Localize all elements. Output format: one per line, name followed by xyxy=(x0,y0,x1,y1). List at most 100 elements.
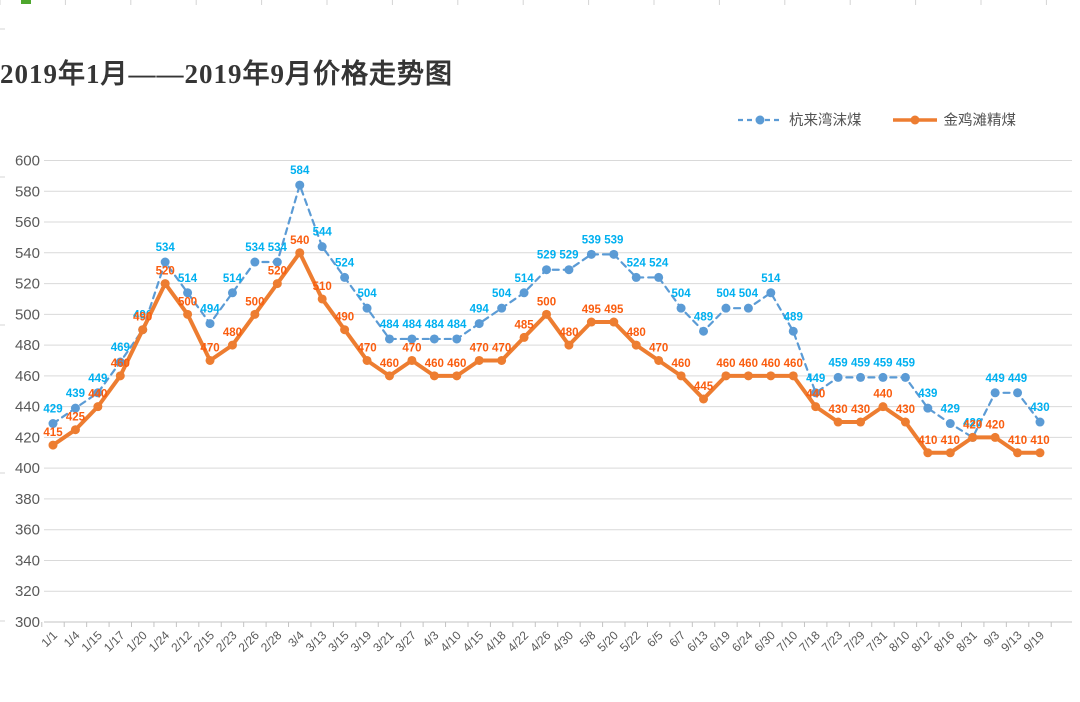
data-point-hanglaiwan[interactable] xyxy=(721,303,731,313)
data-point-hanglaiwan[interactable] xyxy=(497,303,507,313)
data-point-jinjitan[interactable] xyxy=(70,425,80,435)
data-point-hanglaiwan[interactable] xyxy=(699,326,709,336)
data-point-hanglaiwan[interactable] xyxy=(227,288,237,298)
data-point-hanglaiwan[interactable] xyxy=(340,272,350,282)
legend-item-hanglaiwan[interactable]: 杭来湾沫煤 xyxy=(737,109,862,130)
data-point-jinjitan[interactable] xyxy=(384,371,394,381)
data-point-hanglaiwan[interactable] xyxy=(878,372,888,382)
data-point-hanglaiwan[interactable] xyxy=(317,242,327,252)
data-point-hanglaiwan[interactable] xyxy=(519,288,529,298)
data-point-hanglaiwan[interactable] xyxy=(631,272,641,282)
data-point-jinjitan[interactable] xyxy=(699,394,709,404)
data-label-jinjitan: 470 xyxy=(470,342,489,354)
data-point-jinjitan[interactable] xyxy=(519,332,529,342)
data-point-hanglaiwan[interactable] xyxy=(48,419,58,429)
legend-item-jinjitan[interactable]: 金鸡滩精煤 xyxy=(892,109,1016,130)
data-point-hanglaiwan[interactable] xyxy=(609,249,619,259)
data-point-hanglaiwan[interactable] xyxy=(295,180,305,190)
data-point-hanglaiwan[interactable] xyxy=(811,388,821,398)
data-point-hanglaiwan[interactable] xyxy=(654,272,664,282)
data-point-jinjitan[interactable] xyxy=(833,417,843,427)
data-point-hanglaiwan[interactable] xyxy=(272,257,282,267)
data-point-hanglaiwan[interactable] xyxy=(70,403,80,413)
data-point-jinjitan[interactable] xyxy=(497,355,507,365)
data-label-hanglaiwan: 484 xyxy=(447,319,467,331)
data-point-jinjitan[interactable] xyxy=(676,371,686,381)
data-point-jinjitan[interactable] xyxy=(183,309,193,319)
data-point-hanglaiwan[interactable] xyxy=(183,288,193,298)
data-point-jinjitan[interactable] xyxy=(811,402,821,412)
data-point-jinjitan[interactable] xyxy=(272,279,282,289)
y-axis-tick-label: 320 xyxy=(15,583,40,600)
data-point-jinjitan[interactable] xyxy=(452,371,462,381)
data-point-jinjitan[interactable] xyxy=(743,371,753,381)
data-point-hanglaiwan[interactable] xyxy=(1013,388,1023,398)
data-point-jinjitan[interactable] xyxy=(542,309,551,319)
data-point-jinjitan[interactable] xyxy=(429,371,439,381)
data-point-jinjitan[interactable] xyxy=(340,325,350,335)
data-point-jinjitan[interactable] xyxy=(900,417,910,427)
data-point-hanglaiwan[interactable] xyxy=(474,319,484,329)
data-point-jinjitan[interactable] xyxy=(474,355,484,365)
data-point-jinjitan[interactable] xyxy=(227,340,237,350)
data-point-hanglaiwan[interactable] xyxy=(1035,417,1045,427)
data-point-jinjitan[interactable] xyxy=(48,440,58,450)
data-point-jinjitan[interactable] xyxy=(1035,448,1045,458)
x-axis-category-label: 7/29 xyxy=(841,628,868,655)
data-point-jinjitan[interactable] xyxy=(654,355,664,365)
data-label-jinjitan: 420 xyxy=(986,419,1005,431)
data-point-hanglaiwan[interactable] xyxy=(250,257,260,267)
data-point-hanglaiwan[interactable] xyxy=(833,372,843,382)
data-point-jinjitan[interactable] xyxy=(295,248,305,258)
data-point-jinjitan[interactable] xyxy=(923,448,933,458)
data-point-hanglaiwan[interactable] xyxy=(900,372,910,382)
x-axis-category-label: 3/15 xyxy=(325,628,352,655)
data-point-jinjitan[interactable] xyxy=(93,402,103,412)
data-point-hanglaiwan[interactable] xyxy=(586,249,596,259)
data-point-hanglaiwan[interactable] xyxy=(160,257,170,267)
data-point-jinjitan[interactable] xyxy=(631,340,641,350)
data-point-jinjitan[interactable] xyxy=(1013,448,1023,458)
data-point-jinjitan[interactable] xyxy=(586,317,596,327)
data-point-hanglaiwan[interactable] xyxy=(384,334,394,344)
data-point-hanglaiwan[interactable] xyxy=(945,419,955,429)
data-point-hanglaiwan[interactable] xyxy=(429,334,439,344)
data-point-hanglaiwan[interactable] xyxy=(923,403,933,413)
data-point-jinjitan[interactable] xyxy=(564,340,574,350)
data-point-hanglaiwan[interactable] xyxy=(407,334,417,344)
data-point-hanglaiwan[interactable] xyxy=(743,303,753,313)
data-label-jinjitan: 430 xyxy=(851,404,870,416)
data-point-jinjitan[interactable] xyxy=(945,448,955,458)
data-point-jinjitan[interactable] xyxy=(205,355,215,365)
data-point-jinjitan[interactable] xyxy=(407,355,417,365)
data-point-jinjitan[interactable] xyxy=(115,371,125,381)
data-point-jinjitan[interactable] xyxy=(160,279,170,289)
data-point-hanglaiwan[interactable] xyxy=(542,265,551,275)
x-axis-category-label: 8/10 xyxy=(886,628,913,655)
data-point-jinjitan[interactable] xyxy=(250,309,260,319)
data-point-hanglaiwan[interactable] xyxy=(766,288,776,298)
data-point-hanglaiwan[interactable] xyxy=(788,326,798,336)
data-point-hanglaiwan[interactable] xyxy=(115,357,125,367)
data-point-jinjitan[interactable] xyxy=(878,402,888,412)
data-point-jinjitan[interactable] xyxy=(856,417,866,427)
data-point-hanglaiwan[interactable] xyxy=(93,388,103,398)
data-point-jinjitan[interactable] xyxy=(766,371,776,381)
data-point-jinjitan[interactable] xyxy=(788,371,798,381)
data-point-jinjitan[interactable] xyxy=(609,317,619,327)
data-point-jinjitan[interactable] xyxy=(362,355,372,365)
data-point-hanglaiwan[interactable] xyxy=(362,303,372,313)
data-point-hanglaiwan[interactable] xyxy=(452,334,462,344)
data-point-jinjitan[interactable] xyxy=(990,432,1000,442)
data-point-jinjitan[interactable] xyxy=(317,294,327,304)
data-point-hanglaiwan[interactable] xyxy=(856,372,866,382)
data-point-jinjitan[interactable] xyxy=(721,371,731,381)
data-point-hanglaiwan[interactable] xyxy=(676,303,686,313)
data-point-jinjitan[interactable] xyxy=(138,325,148,335)
data-point-hanglaiwan[interactable] xyxy=(564,265,574,275)
data-point-hanglaiwan[interactable] xyxy=(990,388,1000,398)
data-point-hanglaiwan[interactable] xyxy=(205,319,215,329)
data-point-jinjitan[interactable] xyxy=(968,432,978,442)
x-axis-category-label: 3/13 xyxy=(303,628,330,655)
